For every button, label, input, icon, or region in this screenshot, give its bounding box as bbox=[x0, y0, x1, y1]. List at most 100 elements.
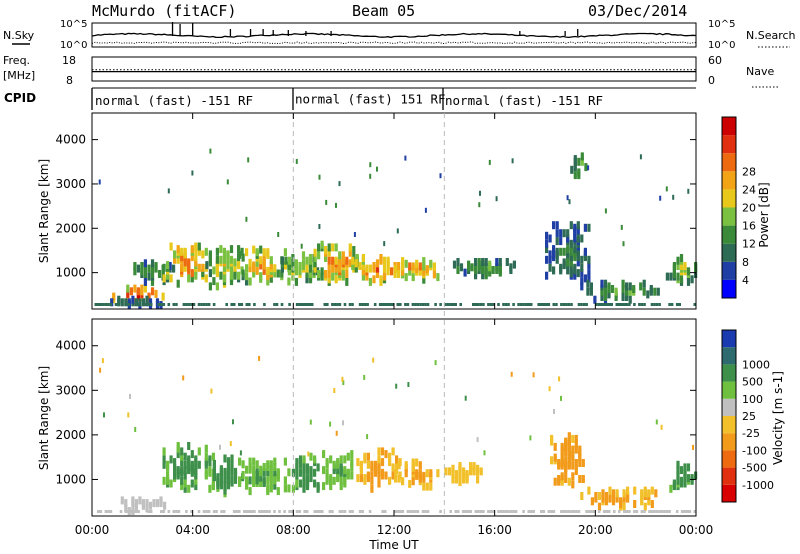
heatmap-cell bbox=[555, 229, 559, 238]
heatmap-cell bbox=[384, 471, 388, 480]
heatmap-cell bbox=[155, 499, 160, 508]
heatmap-cell bbox=[397, 474, 401, 483]
heatmap-cell bbox=[324, 254, 328, 262]
heatmap-cell bbox=[235, 510, 238, 513]
heatmap-cell bbox=[205, 261, 209, 270]
heatmap-cell bbox=[162, 263, 166, 272]
heatmap-cell bbox=[497, 303, 500, 306]
heatmap-cell bbox=[331, 272, 335, 281]
heatmap-cell bbox=[169, 274, 173, 283]
heatmap-cell bbox=[226, 465, 231, 474]
heatmap-cell bbox=[222, 255, 227, 264]
heatmap-cell bbox=[351, 303, 354, 306]
velocity-colorbar-label: Velocity [m s-1] bbox=[771, 371, 785, 465]
heatmap-cell bbox=[421, 510, 425, 513]
heatmap-cell bbox=[147, 264, 151, 273]
heatmap-cell bbox=[650, 500, 654, 508]
heatmap-cell bbox=[291, 259, 295, 268]
heatmap-cell bbox=[149, 303, 153, 306]
heatmap-cell bbox=[266, 248, 270, 257]
heatmap-cell bbox=[215, 269, 219, 278]
heatmap-cell bbox=[686, 267, 691, 276]
heatmap-cell bbox=[239, 450, 242, 456]
heatmap-cell bbox=[150, 259, 155, 268]
heatmap-cell bbox=[238, 303, 241, 306]
noise-tick-right-bottom: 10^0 bbox=[708, 40, 735, 51]
heatmap-cell bbox=[650, 510, 654, 513]
heatmap-cell bbox=[327, 243, 331, 252]
heatmap-cell bbox=[628, 510, 631, 513]
heatmap-cell bbox=[262, 468, 266, 477]
heatmap-cell bbox=[283, 457, 287, 466]
heatmap-cell bbox=[269, 460, 273, 469]
heatmap-cell bbox=[350, 463, 354, 472]
heatmap-cell bbox=[187, 463, 191, 472]
heatmap-cell bbox=[173, 463, 177, 472]
heatmap-cell bbox=[396, 510, 400, 513]
velocity-y-ticks: 1000 2000 3000 4000 bbox=[55, 339, 696, 486]
heatmap-cell bbox=[219, 473, 223, 482]
heatmap-cell bbox=[519, 303, 523, 306]
heatmap-cell bbox=[559, 263, 563, 272]
heatmap-cell bbox=[597, 303, 601, 306]
colorbar-tick-label: -1000 bbox=[742, 479, 774, 492]
heatmap-cell bbox=[269, 479, 273, 487]
heatmap-cell bbox=[552, 303, 556, 306]
heatmap-cell bbox=[241, 471, 245, 479]
heatmap-cell bbox=[654, 489, 658, 498]
heatmap-cell bbox=[329, 421, 332, 427]
heatmap-cell bbox=[99, 510, 103, 513]
heatmap-cell bbox=[338, 264, 342, 273]
heatmap-cell bbox=[658, 510, 661, 513]
heatmap-cell bbox=[388, 452, 392, 461]
heatmap-cell bbox=[415, 458, 419, 467]
heatmap-cell bbox=[574, 445, 578, 454]
heatmap-cell bbox=[348, 259, 352, 268]
colorbar-segment bbox=[722, 243, 736, 262]
heatmap-cell bbox=[295, 510, 299, 513]
heatmap-cell bbox=[353, 232, 356, 237]
heatmap-cell bbox=[665, 272, 669, 281]
heatmap-cell bbox=[359, 474, 363, 483]
heatmap-cell bbox=[295, 479, 299, 488]
heatmap-cell bbox=[607, 303, 611, 306]
station-title: McMurdo (fitACF) bbox=[92, 2, 237, 20]
heatmap-cell bbox=[325, 468, 329, 477]
heatmap-cell bbox=[245, 303, 249, 306]
heatmap-cell bbox=[101, 358, 104, 364]
heatmap-cell bbox=[569, 239, 573, 248]
heatmap-cell bbox=[672, 262, 676, 270]
x-tick-label: 00:00 bbox=[679, 523, 714, 537]
heatmap-cell bbox=[479, 190, 481, 196]
heatmap-cell bbox=[173, 458, 177, 467]
heatmap-cell bbox=[587, 255, 591, 264]
colorbar-tick-label: 100 bbox=[742, 393, 763, 406]
heatmap-cell bbox=[134, 504, 138, 513]
heatmap-cell bbox=[187, 455, 191, 464]
heatmap-cell bbox=[411, 458, 415, 467]
heatmap-cell bbox=[406, 303, 410, 306]
heatmap-cell bbox=[194, 463, 198, 472]
colorbar-segment bbox=[722, 135, 736, 154]
heatmap-cell bbox=[207, 303, 211, 306]
heatmap-cell bbox=[119, 510, 123, 513]
heatmap-cell bbox=[578, 459, 582, 467]
heatmap-cell bbox=[359, 460, 363, 469]
heatmap-cell bbox=[363, 452, 367, 461]
heatmap-cell bbox=[540, 303, 543, 306]
heatmap-cell bbox=[114, 303, 118, 306]
heatmap-cell bbox=[245, 216, 248, 222]
noise-tick-left-bottom: 10^0 bbox=[60, 40, 87, 51]
heatmap-cell bbox=[567, 432, 571, 441]
heatmap-cell bbox=[190, 460, 194, 469]
heatmap-cell bbox=[326, 303, 329, 306]
heatmap-cell bbox=[120, 298, 124, 307]
heatmap-cell bbox=[356, 458, 360, 467]
heatmap-cell bbox=[259, 245, 263, 254]
heatmap-cell bbox=[580, 492, 584, 500]
heatmap-cell bbox=[302, 479, 306, 488]
colorbar-segment bbox=[722, 347, 736, 365]
heatmap-cell bbox=[382, 272, 387, 281]
heatmap-cell bbox=[166, 471, 170, 480]
colorbar-segment bbox=[722, 330, 736, 348]
